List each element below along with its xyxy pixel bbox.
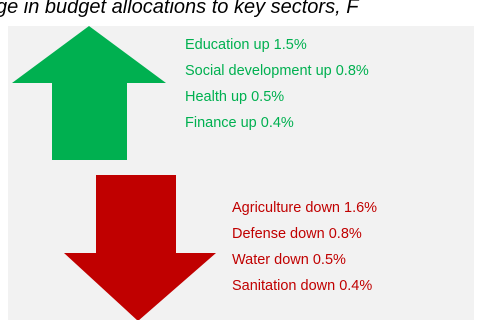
down-arrow-icon [64, 175, 216, 320]
decrease-list: Agriculture down 1.6% Defense down 0.8% … [232, 195, 377, 299]
decrease-item: Sanitation down 0.4% [232, 278, 373, 294]
diagram-title: ge in budget allocations to key sectors,… [0, 0, 359, 18]
increase-item: Social development up 0.8% [185, 63, 369, 79]
decrease-item: Agriculture down 1.6% [232, 200, 378, 216]
increase-item: Finance up 0.4% [185, 115, 294, 131]
decrease-item: Water down 0.5% [232, 252, 346, 268]
increase-list: Education up 1.5% Social development up … [185, 32, 369, 136]
decrease-item: Defense down 0.8% [232, 226, 362, 242]
increase-item: Health up 0.5% [185, 89, 285, 105]
up-arrow-icon [12, 26, 166, 160]
increase-item: Education up 1.5% [185, 37, 307, 53]
